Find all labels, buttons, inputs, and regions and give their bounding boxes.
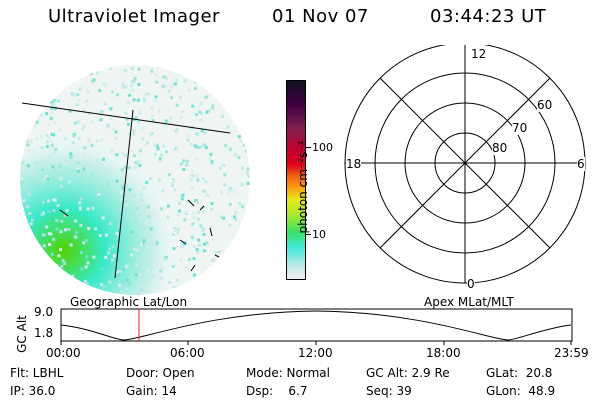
time-label: 03:44:23 UT [430, 6, 547, 27]
instrument-title: Ultraviolet Imager [48, 6, 220, 27]
colorbar-tick-mark [306, 234, 311, 235]
ip-status: IP: 36.0 [10, 384, 56, 398]
gc-alt-axis-label: GC Alt [15, 315, 29, 353]
gain-status: Gain: 14 [126, 384, 177, 398]
lat-label-80: 80 [492, 141, 508, 155]
coast-outline [59, 199, 220, 272]
geo-grid-line [114, 109, 134, 279]
apex-label: Apex MLat/MLT [424, 295, 514, 309]
mlt-label-18: 18 [346, 157, 362, 171]
gc-alt-status: GC Alt: 2.9 Re [366, 366, 450, 380]
lat-label-70: 70 [512, 121, 528, 135]
date-label: 01 Nov 07 [272, 6, 369, 27]
dsp-status: Dsp: 6.7 [246, 384, 308, 398]
time-tick: 12:00 [298, 346, 333, 360]
mlt-label-0: 0 [467, 277, 475, 291]
lat-label-60: 60 [537, 98, 553, 112]
glon-status: GLon: 48.9 [486, 384, 556, 398]
colorbar-tick: 10 [312, 228, 326, 241]
colorbar-tick-mark [306, 147, 311, 148]
colorbar [286, 80, 306, 280]
colorbar-unit: photon cm⁻²s⁻¹ [296, 140, 310, 234]
altitude-plot [60, 308, 573, 345]
geographic-label: Geographic Lat/Lon [70, 295, 188, 309]
y-tick: 1.8 [34, 326, 54, 340]
time-tick: 00:00 [46, 346, 81, 360]
mode-status: Mode: Normal [246, 366, 330, 380]
y-tick: 9.0 [34, 305, 54, 319]
time-tick: 23:59 [554, 346, 589, 360]
seq-status: Seq: 39 [366, 384, 412, 398]
colorbar-tick: 100 [312, 141, 333, 154]
altitude-plot-frame [60, 308, 573, 342]
uv-image-panel [20, 65, 250, 295]
altitude-curve [60, 310, 572, 341]
mlt-label-6: 6 [577, 157, 585, 171]
door-status: Door: Open [126, 366, 195, 380]
time-tick: 06:00 [170, 346, 205, 360]
glat-status: GLat: 20.8 [486, 366, 553, 380]
earth-disk [20, 65, 250, 295]
mlt-label-12: 12 [471, 47, 487, 61]
time-tick: 18:00 [426, 346, 461, 360]
filter-status: Flt: LBHL [10, 366, 64, 380]
geo-grid-line [21, 102, 231, 134]
mlt-line [379, 77, 551, 249]
polar-grid [344, 45, 586, 284]
